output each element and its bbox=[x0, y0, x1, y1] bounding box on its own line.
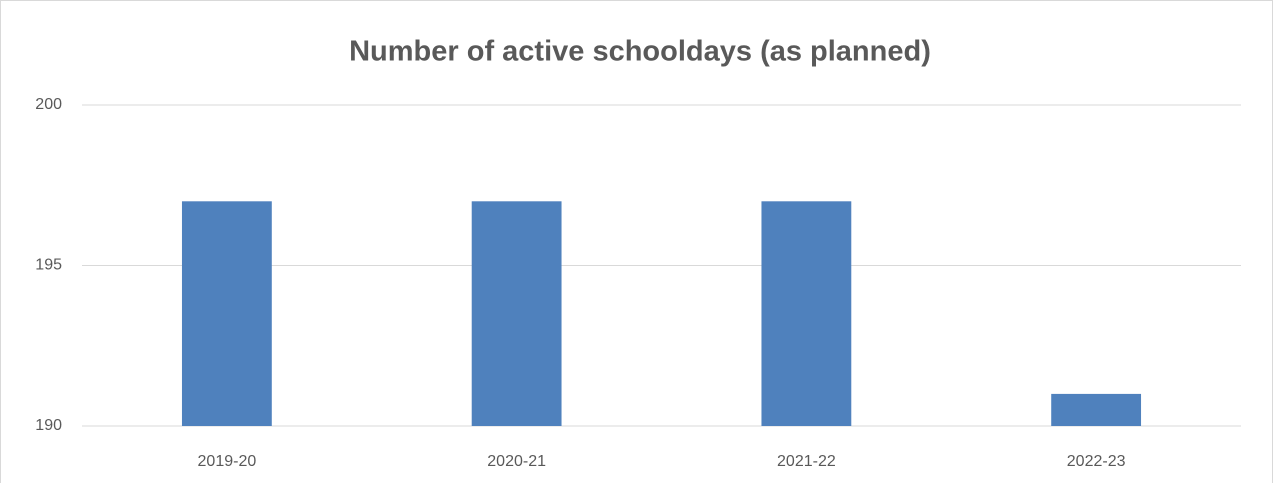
x-tick-label: 2019-20 bbox=[198, 453, 257, 470]
bar bbox=[1051, 393, 1142, 426]
x-tick-label: 2021-22 bbox=[777, 453, 836, 470]
y-tick-label: 190 bbox=[35, 417, 62, 434]
chart-title: Number of active schooldays (as planned) bbox=[349, 36, 931, 68]
bar bbox=[471, 201, 562, 426]
x-tick-label: 2022-23 bbox=[1067, 453, 1126, 470]
bar bbox=[761, 201, 852, 426]
x-tick-label: 2020-21 bbox=[487, 453, 546, 470]
y-tick-label: 195 bbox=[35, 257, 62, 274]
bar bbox=[181, 201, 272, 426]
y-tick-label: 200 bbox=[35, 96, 62, 113]
